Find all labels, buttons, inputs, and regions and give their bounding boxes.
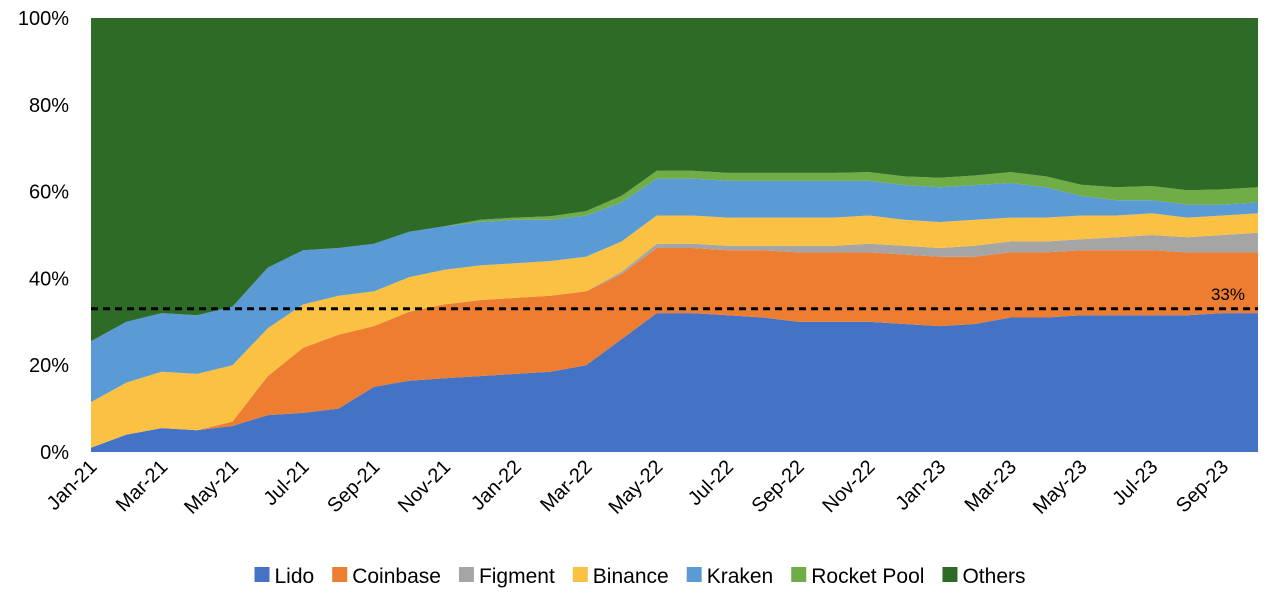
legend-swatch [572, 567, 588, 582]
area-others [91, 18, 1258, 342]
x-tick-label: Jul-23 [1108, 456, 1162, 510]
y-tick-label: 80% [29, 95, 69, 117]
legend-swatch [332, 567, 348, 582]
legend-item-kraken: Kraken [686, 565, 774, 588]
x-tick-label: Mar-22 [536, 456, 596, 516]
y-axis: 0% 20% 40% 60% 80% 100% [18, 8, 69, 464]
legend-label: Others [962, 565, 1025, 588]
y-tick-label: 0% [40, 442, 69, 464]
y-tick-label: 100% [18, 8, 69, 30]
x-tick-label: Jul-21 [260, 456, 314, 510]
x-tick-label: Jul-22 [684, 456, 738, 510]
x-tick-label: May-21 [180, 456, 243, 519]
legend-item-coinbase: Coinbase [332, 565, 441, 588]
reference-line-label: 33% [1211, 285, 1245, 304]
x-tick-label: May-22 [605, 456, 668, 519]
legend-label: Kraken [707, 565, 774, 588]
legend-label: Rocket Pool [811, 565, 924, 588]
area-binance [91, 213, 1258, 448]
x-axis: Jan-21 Mar-21 May-21 Jul-21 Sep-21 Nov-21 Jan-… [43, 456, 1233, 519]
legend-item-others: Others [942, 565, 1026, 588]
legend-swatch [942, 567, 958, 582]
area-kraken [91, 178, 1258, 403]
x-tick-label: Jan-21 [43, 456, 102, 515]
x-tick-label: Sep-21 [323, 456, 384, 517]
legend-label: Figment [479, 565, 555, 588]
y-tick-label: 20% [29, 355, 69, 377]
y-tick-label: 40% [29, 268, 69, 290]
area-rocket-pool [91, 170, 1258, 342]
legend-swatch [791, 567, 807, 582]
x-tick-label: Jan-22 [467, 456, 526, 515]
x-tick-label: Jan-23 [891, 456, 950, 515]
legend-swatch [686, 567, 702, 582]
legend-label: Coinbase [352, 565, 441, 588]
x-tick-label: Nov-22 [818, 456, 879, 517]
x-tick-label: May-23 [1029, 456, 1092, 519]
y-tick-label: 60% [29, 182, 69, 204]
legend-item-rocket-pool: Rocket Pool [791, 565, 924, 588]
legend-swatch [458, 567, 474, 582]
x-tick-label: Mar-21 [112, 456, 172, 516]
legend-label: Binance [593, 565, 669, 588]
legend-swatch [254, 567, 270, 582]
area-lido [91, 313, 1258, 452]
x-tick-label: Sep-23 [1172, 456, 1233, 517]
x-tick-label: Nov-21 [394, 456, 455, 517]
legend-label: Lido [275, 565, 315, 588]
legend: Lido Coinbase Figment Binance Kraken Rocket P… [254, 565, 1026, 588]
legend-item-figment: Figment [458, 565, 555, 588]
series-areas [91, 18, 1258, 452]
legend-item-lido: Lido [254, 565, 315, 588]
x-tick-label: Mar-23 [961, 456, 1021, 516]
area-coinbase [91, 248, 1258, 448]
reference-line-group: 33% [91, 285, 1258, 311]
legend-item-binance: Binance [572, 565, 669, 588]
x-tick-label: Sep-22 [748, 456, 809, 517]
